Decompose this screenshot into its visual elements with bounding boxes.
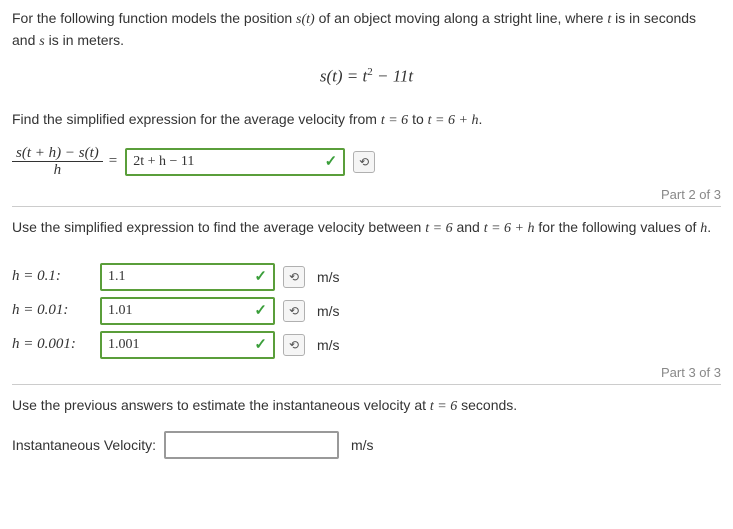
eq-lhs: s(t) = (320, 67, 363, 86)
equals-sign: = (109, 153, 117, 170)
unit-inst: m/s (351, 437, 374, 453)
p2-eq1: t = 6 (425, 221, 452, 236)
check-icon: ✓ (254, 267, 267, 286)
instantaneous-label: Instantaneous Velocity: (12, 437, 156, 453)
part2-label: Part 2 of 3 (12, 187, 721, 202)
retry-button[interactable]: ⟲ (353, 151, 375, 173)
intro-d: is in meters. (45, 32, 124, 48)
h-row-2: h = 0.001: 1.001 ✓ ⟲ m/s (12, 331, 721, 359)
p1-a: Find the simplified expression for the a… (12, 111, 381, 127)
h-row-0: h = 0.1: 1.1 ✓ ⟲ m/s (12, 263, 721, 291)
h-label-1: h = 0.01: (12, 302, 92, 319)
p3-eq1: t = 6 (430, 399, 457, 414)
p3-b: seconds. (457, 397, 517, 413)
separator (12, 384, 721, 385)
p2-eq2: t = 6 + h (484, 221, 535, 236)
part1-answer-row: s(t + h) − s(t) h = 2t + h − 11 ✓ ⟲ (12, 145, 721, 179)
intro-text: For the following function models the po… (12, 8, 721, 52)
h-value-2: 1.001 (108, 337, 140, 353)
eq-rest: − 11t (373, 67, 413, 86)
h-row-1: h = 0.01: 1.01 ✓ ⟲ m/s (12, 297, 721, 325)
instantaneous-input[interactable] (164, 431, 339, 459)
h-label-2: h = 0.001: (12, 336, 92, 353)
part3-label: Part 3 of 3 (12, 365, 721, 380)
avg-velocity-expr: s(t + h) − s(t) h = (12, 145, 117, 179)
h-value-1: 1.01 (108, 303, 133, 319)
retry-icon: ⟲ (359, 155, 369, 169)
h-value-0: 1.1 (108, 269, 126, 285)
intro-a: For the following function models the po… (12, 10, 296, 26)
retry-button[interactable]: ⟲ (283, 334, 305, 356)
retry-icon: ⟲ (289, 304, 299, 318)
p1-b: to (408, 111, 427, 127)
frac: s(t + h) − s(t) h (12, 145, 103, 179)
retry-icon: ⟲ (289, 270, 299, 284)
check-icon: ✓ (254, 335, 267, 354)
p1-c: . (478, 111, 482, 127)
h-input-0[interactable]: 1.1 ✓ (100, 263, 275, 291)
p1-eq1: t = 6 (381, 113, 408, 128)
h-label-0: h = 0.1: (12, 268, 92, 285)
intro-b: of an object moving along a stright line… (315, 10, 608, 26)
p1-eq2: t = 6 + h (428, 113, 479, 128)
p3-a: Use the previous answers to estimate the… (12, 397, 430, 413)
retry-button[interactable]: ⟲ (283, 300, 305, 322)
part1-answer-value: 2t + h − 11 (133, 154, 194, 170)
unit-0: m/s (317, 269, 340, 285)
instantaneous-row: Instantaneous Velocity: m/s (12, 431, 721, 459)
retry-icon: ⟲ (289, 338, 299, 352)
part2-prompt: Use the simplified expression to find th… (12, 217, 721, 239)
part3-prompt: Use the previous answers to estimate the… (12, 395, 721, 417)
h-input-1[interactable]: 1.01 ✓ (100, 297, 275, 325)
unit-1: m/s (317, 303, 340, 319)
part1-prompt: Find the simplified expression for the a… (12, 109, 721, 131)
p2-b: and (453, 219, 484, 235)
intro-s-of-t: s(t) (296, 12, 315, 27)
unit-2: m/s (317, 337, 340, 353)
frac-num: s(t + h) − s(t) (12, 145, 103, 162)
check-icon: ✓ (254, 301, 267, 320)
retry-button[interactable]: ⟲ (283, 266, 305, 288)
part1-answer-input[interactable]: 2t + h − 11 ✓ (125, 148, 345, 176)
position-equation: s(t) = t2 − 11t (12, 66, 721, 87)
p2-c: for the following values of (535, 219, 701, 235)
p2-a: Use the simplified expression to find th… (12, 219, 425, 235)
p2-d: . (707, 219, 711, 235)
separator (12, 206, 721, 207)
frac-den: h (12, 161, 103, 179)
check-icon: ✓ (325, 152, 338, 171)
h-input-2[interactable]: 1.001 ✓ (100, 331, 275, 359)
